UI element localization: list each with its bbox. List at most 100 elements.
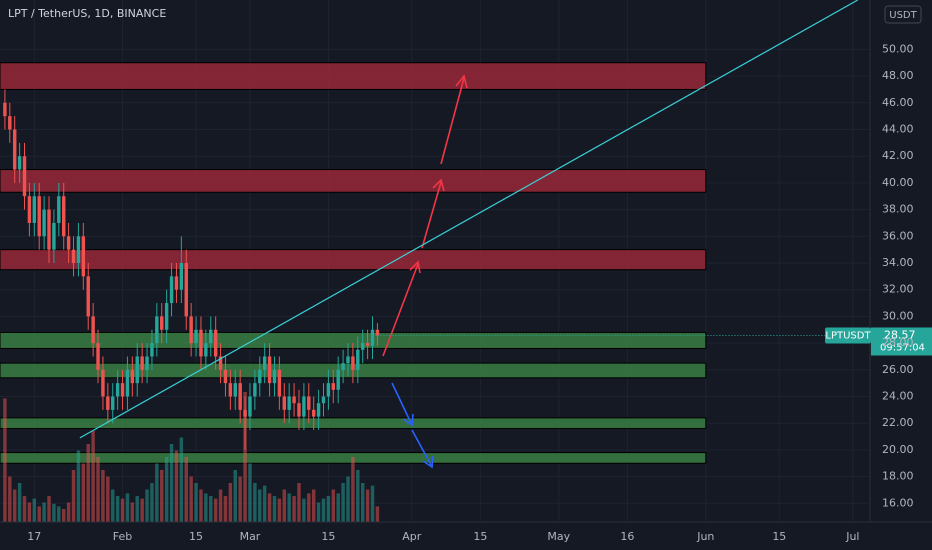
volume-bar — [370, 485, 375, 522]
candle-body — [287, 396, 291, 410]
y-tick-label: 36.00 — [882, 229, 914, 242]
currency[interactable]: USDT — [889, 10, 917, 21]
volume-bar — [184, 457, 188, 522]
volume-bar — [209, 496, 213, 522]
volume-bar — [17, 483, 22, 522]
candle-body — [130, 369, 135, 384]
zone — [0, 249, 707, 271]
candle-body — [302, 396, 306, 417]
candle-body — [91, 316, 95, 344]
candle-body — [307, 396, 311, 410]
volume-bar — [311, 489, 316, 522]
volume-bar — [27, 502, 32, 522]
volume-bar — [262, 485, 267, 522]
candle-body — [243, 409, 247, 417]
volume-bar — [164, 457, 169, 522]
arrow — [421, 181, 442, 249]
volume-bar — [248, 463, 252, 522]
y-tick-label: 26.00 — [882, 363, 914, 376]
candle-body — [96, 343, 100, 370]
volume-bar — [336, 493, 340, 522]
candle-body — [223, 369, 228, 384]
candle-body — [267, 356, 272, 384]
volume-bar — [292, 496, 296, 522]
arrows — [382, 74, 468, 469]
y-tick-label: 30.00 — [882, 309, 914, 322]
volume-bar — [150, 483, 154, 522]
x-tick-label: 15 — [189, 530, 203, 543]
y-tick-label: 46.00 — [882, 96, 914, 109]
x-tick-label: Mar — [240, 530, 261, 543]
volume-bar — [135, 496, 139, 522]
arrow-head — [402, 413, 414, 427]
zone — [0, 169, 707, 193]
x-tick-label: 15 — [772, 530, 786, 543]
volume-bar — [204, 493, 208, 522]
symbol-title: LPT / TetherUS, 1D, BINANCE — [8, 7, 166, 20]
x-tick-label: Feb — [113, 530, 132, 543]
symbol-label: LPTUSDT — [825, 330, 871, 341]
arrow — [440, 77, 465, 165]
candle-body — [62, 196, 66, 237]
candle-body — [111, 396, 115, 410]
volume-bar — [375, 506, 380, 522]
candle-body — [189, 316, 193, 344]
y-tick-label: 16.00 — [882, 496, 914, 509]
volume-bar — [258, 489, 262, 522]
price-box — [871, 327, 932, 356]
volume-bar — [213, 498, 218, 522]
candle-body — [184, 263, 188, 317]
x-tick-label: May — [547, 530, 570, 543]
volume-bar — [238, 476, 242, 522]
volume — [3, 392, 380, 522]
currency-box[interactable] — [884, 5, 922, 24]
volume-bar — [272, 496, 277, 522]
volume-bar — [62, 509, 66, 522]
y-tick-label: 20.00 — [882, 443, 914, 456]
volume-bar — [37, 506, 41, 522]
zone — [0, 62, 707, 90]
arrow-head — [422, 455, 434, 469]
candle-body — [204, 343, 208, 357]
volume-bar — [42, 502, 46, 522]
x-tick-label: Jul — [845, 530, 859, 543]
volume-bar — [86, 444, 90, 522]
volume-bar — [223, 496, 228, 522]
candle-body — [32, 196, 37, 223]
candle-body — [179, 263, 184, 290]
candle-body — [297, 403, 301, 417]
y-tick-label: 32.00 — [882, 283, 914, 296]
x-tick-label: Jun — [696, 530, 714, 543]
volume-bar — [130, 502, 135, 522]
volume-bar — [360, 483, 365, 522]
volume-bar — [115, 496, 120, 522]
volume-bar — [96, 457, 100, 522]
volume-bar — [346, 476, 350, 522]
candle-body — [311, 409, 316, 417]
x-tick-label: 16 — [620, 530, 634, 543]
candle-body — [321, 396, 326, 404]
candle-body — [331, 383, 336, 390]
volume-bar — [76, 450, 81, 522]
volume-bar — [47, 496, 51, 522]
y-tick-label: 42.00 — [882, 149, 914, 162]
volume-bar — [351, 457, 355, 522]
x-tick-label: Apr — [402, 530, 422, 543]
x-tick-label: 17 — [27, 530, 41, 543]
volume-bar — [12, 489, 17, 522]
symbol-box — [825, 327, 871, 344]
volume-bar — [297, 483, 301, 522]
volume-bar — [125, 493, 130, 522]
volume-bar — [52, 503, 56, 522]
candle-body — [233, 383, 237, 397]
candle-body — [356, 349, 360, 370]
y-tick-label: 34.00 — [882, 256, 914, 269]
volume-bar — [66, 502, 71, 522]
candle-body — [125, 369, 130, 397]
candle-body — [375, 329, 380, 336]
candle-body — [47, 209, 51, 250]
candle-body — [106, 396, 110, 410]
candle-body — [346, 356, 350, 364]
arrow — [391, 382, 412, 424]
